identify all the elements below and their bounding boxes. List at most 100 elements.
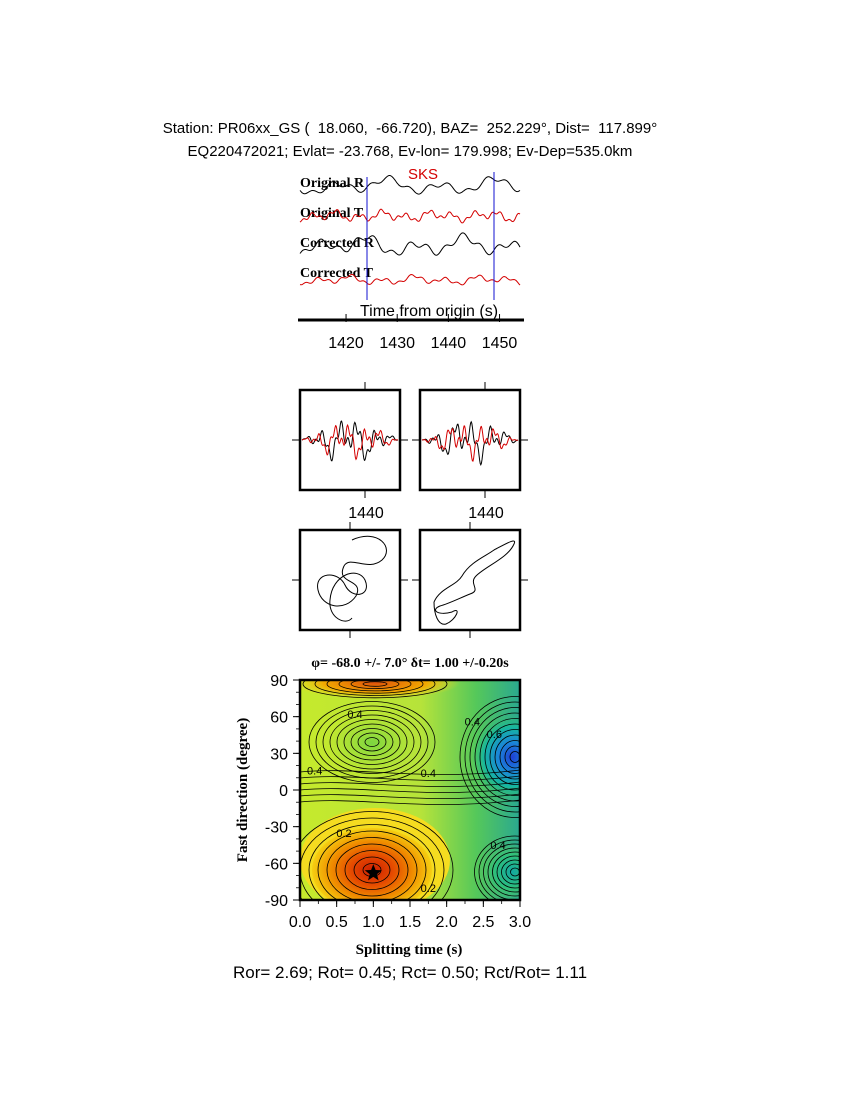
lr-contour-3 bbox=[501, 859, 520, 885]
time-axis-label: Time from origin (s) bbox=[360, 303, 498, 320]
lr-contour-6 bbox=[487, 847, 520, 897]
time-tick-label-3: 1450 bbox=[482, 335, 518, 352]
event-header: EQ220472021; Evlat= -23.768, Ev-lon= 179… bbox=[187, 143, 633, 160]
top-contour-6 bbox=[302, 680, 448, 699]
trace-label-corrected-t: Corrected T bbox=[300, 266, 374, 281]
min-contour-8 bbox=[300, 817, 445, 900]
overlay-trace-0-1 bbox=[301, 423, 399, 461]
trace-corrected-t bbox=[299, 273, 521, 286]
hm-x-tick-label-0: 0.0 bbox=[289, 914, 311, 931]
lr-contour-2 bbox=[505, 863, 520, 881]
overlay-trace-1-1 bbox=[421, 425, 519, 462]
mid-contour-7 bbox=[322, 710, 422, 774]
phase-label: SKS bbox=[408, 166, 438, 183]
trace-corrected-r bbox=[299, 232, 521, 256]
contour-label-1: 0.4 bbox=[465, 717, 480, 729]
waveform-panel: SKS Original R Original T Corrected R Co… bbox=[298, 166, 524, 352]
contour-label-0: 0.4 bbox=[347, 709, 362, 721]
max-contour-8 bbox=[474, 712, 520, 802]
min-contour-6 bbox=[317, 830, 427, 900]
band-contour-4 bbox=[300, 793, 520, 799]
contour-label-2: 0.6 bbox=[487, 729, 502, 741]
pm-trace-corrected bbox=[433, 540, 516, 625]
lr-contour-4 bbox=[496, 855, 520, 889]
max-contour-2 bbox=[504, 745, 520, 769]
band-contour-0 bbox=[300, 769, 520, 775]
overlay-panel: 1440 1440 bbox=[292, 382, 528, 522]
time-tick-label-2: 1440 bbox=[431, 335, 467, 352]
mid-contour-5 bbox=[336, 719, 408, 765]
hm-y-tick-label-5: -60 bbox=[265, 856, 288, 873]
lr-contour-8 bbox=[478, 839, 520, 900]
min-contour-9 bbox=[300, 811, 454, 900]
overlay-trace-0-0 bbox=[301, 420, 399, 462]
particle-motion-panel bbox=[292, 522, 528, 638]
mid-contour-3 bbox=[350, 728, 394, 756]
top-contour-1 bbox=[362, 681, 388, 687]
top-contour-4 bbox=[326, 680, 424, 694]
band-contour-3 bbox=[300, 787, 520, 793]
max-contour-6 bbox=[484, 723, 520, 791]
time-tick-label-0: 1420 bbox=[328, 335, 364, 352]
hm-x-tick-label-2: 1.0 bbox=[362, 914, 384, 931]
heatmap-mid-lobe bbox=[327, 713, 417, 773]
overlay-tick-label-right: 1440 bbox=[468, 505, 504, 522]
hm-y-tick-label-4: -30 bbox=[265, 820, 288, 837]
grid-search-title: φ= -68.0 +/- 7.0° δt= 1.00 +/-0.20s bbox=[311, 656, 509, 671]
band-contour-1 bbox=[300, 775, 520, 781]
grid-search-panel: φ= -68.0 +/- 7.0° δt= 1.00 +/-0.20s 0.0 0… bbox=[235, 656, 531, 958]
mid-contour-1 bbox=[364, 737, 380, 747]
mid-contour-2 bbox=[357, 732, 387, 752]
hm-x-tick-label-5: 2.5 bbox=[472, 914, 494, 931]
band-contour-5 bbox=[300, 799, 520, 805]
mid-contour-4 bbox=[343, 723, 401, 761]
heatmap-y-label: Fast direction (degree) bbox=[235, 718, 251, 862]
heatmap-x-label: Splitting time (s) bbox=[356, 942, 463, 958]
hm-y-tick-label-0: 90 bbox=[270, 673, 288, 690]
max-contour-11 bbox=[459, 696, 520, 818]
heatmap-lower-right-lobe bbox=[482, 844, 520, 900]
mid-contour-6 bbox=[329, 714, 415, 770]
top-contour-5 bbox=[314, 680, 436, 696]
contour-label-7: 0.2 bbox=[421, 883, 436, 895]
hm-x-tick-label-3: 1.5 bbox=[399, 914, 421, 931]
hm-y-tick-label-1: 60 bbox=[270, 710, 288, 727]
min-contour-5 bbox=[326, 837, 418, 900]
mid-contour-9 bbox=[308, 701, 436, 783]
hm-y-tick-label-6: -90 bbox=[265, 893, 288, 910]
hm-x-tick-label-4: 2.0 bbox=[436, 914, 458, 931]
trace-label-original-t: Original T bbox=[300, 206, 364, 221]
contour-label-3: 0.4 bbox=[421, 768, 436, 780]
min-contour-4 bbox=[335, 843, 409, 897]
heatmap-top-band bbox=[300, 680, 460, 699]
max-contour-9 bbox=[469, 707, 520, 807]
heatmap-maximum bbox=[472, 715, 520, 799]
trace-label-corrected-r: Corrected R bbox=[300, 236, 375, 251]
trace-label-original-r: Original R bbox=[300, 176, 365, 191]
lr-contour-9 bbox=[474, 835, 520, 900]
hm-x-tick-label-6: 3.0 bbox=[509, 914, 531, 931]
pm-trace-original bbox=[317, 535, 387, 622]
contour-label-4: 0.4 bbox=[307, 765, 322, 777]
max-contour-3 bbox=[499, 740, 520, 774]
hm-x-tick-label-1: 0.5 bbox=[326, 914, 348, 931]
lr-contour-7 bbox=[483, 843, 520, 900]
max-contour-5 bbox=[489, 729, 520, 785]
max-contour-10 bbox=[464, 701, 520, 813]
lr-contour-5 bbox=[492, 851, 520, 893]
top-contour-2 bbox=[350, 680, 400, 689]
max-contour-1 bbox=[509, 751, 520, 763]
min-contour-3 bbox=[344, 850, 400, 890]
overlay-tick-label-left: 1440 bbox=[348, 505, 384, 522]
best-fit-star-icon bbox=[364, 864, 382, 881]
contour-label-5: 0.2 bbox=[336, 828, 351, 840]
hm-y-tick-label-3: 0 bbox=[279, 783, 288, 800]
pm-box-corrected bbox=[418, 528, 522, 632]
trace-original-r bbox=[299, 175, 521, 195]
hm-y-tick-label-2: 30 bbox=[270, 746, 288, 763]
overlay-trace-1-0 bbox=[421, 420, 519, 467]
contour-label-6: 0.4 bbox=[490, 840, 505, 852]
band-contour-2 bbox=[300, 781, 520, 787]
trace-original-t bbox=[299, 208, 521, 224]
